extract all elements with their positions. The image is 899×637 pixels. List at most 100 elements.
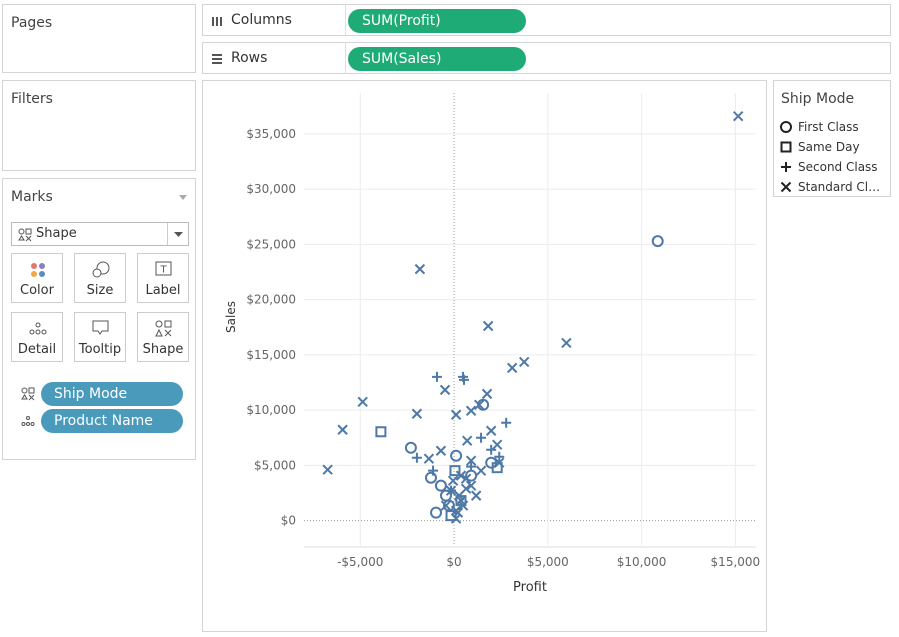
marks-menu[interactable] xyxy=(179,195,187,201)
point xyxy=(445,485,457,496)
size-button[interactable]: Size xyxy=(74,253,126,303)
legend-card: Ship Mode First Class Same Day Second Clas… xyxy=(773,80,891,197)
point xyxy=(481,388,493,400)
point xyxy=(431,371,442,382)
point xyxy=(457,500,469,511)
y-tick-label: $0 xyxy=(281,514,296,528)
legend-title: Ship Mode xyxy=(781,91,855,107)
y-tick-label: $20,000 xyxy=(246,293,296,307)
button-label: Tooltip xyxy=(78,342,122,357)
point xyxy=(411,408,423,419)
point xyxy=(482,320,494,332)
dropdown-arrow xyxy=(174,232,183,237)
detail-button[interactable]: Detail xyxy=(11,312,63,362)
x-tick-label: $5,000 xyxy=(527,555,569,569)
legend-icon xyxy=(780,141,792,153)
y-tick-label: $35,000 xyxy=(246,127,296,141)
legend-icon xyxy=(780,181,792,193)
mark-type-dropdown[interactable]: Shape xyxy=(11,222,189,246)
y-axis-title: Sales xyxy=(224,301,238,333)
rows-pill[interactable]: SUM(Sales) xyxy=(348,47,526,71)
columns-pill[interactable]: SUM(Profit) xyxy=(348,9,526,33)
point xyxy=(455,470,467,481)
point xyxy=(465,480,477,491)
button-label: Size xyxy=(86,283,114,298)
button-label: Shape xyxy=(142,342,184,357)
point xyxy=(322,464,333,475)
view-pane: Profit Sales $0 $5,000 $10,000 $15,000 $20,0… xyxy=(202,80,767,632)
ship-mode-pill[interactable]: Ship Mode xyxy=(41,382,183,406)
label-button[interactable]: T Label xyxy=(137,253,189,303)
point xyxy=(651,235,664,248)
x-axis-title: Profit xyxy=(513,580,547,595)
y-tick-label: $25,000 xyxy=(246,237,296,251)
y-tick-label: $10,000 xyxy=(246,403,296,417)
shape-button[interactable]: Shape xyxy=(137,312,189,362)
x-tick-label: $10,000 xyxy=(617,555,667,569)
button-label: Label xyxy=(145,283,181,298)
shape-icon xyxy=(21,387,35,401)
svg-text:T: T xyxy=(159,265,167,276)
point xyxy=(450,409,462,420)
pages-card: Pages xyxy=(2,4,196,73)
point xyxy=(439,384,451,396)
point xyxy=(435,445,447,456)
point xyxy=(450,513,462,524)
point xyxy=(452,507,464,518)
legend-label: Same Day xyxy=(798,140,860,154)
point xyxy=(501,417,512,428)
rows-icon xyxy=(212,54,222,64)
point xyxy=(465,405,477,416)
filters-card: Filters xyxy=(2,80,196,171)
legend-label: Second Class xyxy=(798,160,878,174)
point xyxy=(465,455,477,466)
point xyxy=(486,444,497,455)
point xyxy=(449,465,461,477)
pages-title: Pages xyxy=(11,15,53,31)
x-tick-label: $15,000 xyxy=(711,555,761,569)
x-tick-label: $0 xyxy=(446,555,461,569)
point xyxy=(781,162,791,172)
point xyxy=(561,337,572,349)
tooltip-button[interactable]: Tooltip xyxy=(74,312,126,362)
point xyxy=(440,500,452,511)
point xyxy=(506,362,518,374)
point xyxy=(780,121,792,133)
legend-label: First Class xyxy=(798,120,859,134)
rows-label: Rows xyxy=(231,50,268,66)
point xyxy=(458,374,469,385)
mark-type: Shape xyxy=(36,226,77,241)
columns-shelf[interactable]: Columns SUM(Profit) xyxy=(202,4,891,36)
point xyxy=(470,490,482,501)
point xyxy=(414,263,426,275)
color-button[interactable]: Color xyxy=(11,253,63,303)
legend-label: Standard Class xyxy=(798,180,886,194)
point xyxy=(428,465,439,476)
point xyxy=(476,432,487,443)
y-tick-label: $5,000 xyxy=(254,458,296,472)
product-name-pill[interactable]: Product Name xyxy=(41,409,183,433)
point xyxy=(473,399,485,411)
button-label: Color xyxy=(20,283,54,298)
legend-icon xyxy=(781,162,791,172)
point xyxy=(780,141,792,153)
point xyxy=(404,441,417,454)
button-label: Detail xyxy=(17,342,57,357)
rows-shelf[interactable]: Rows SUM(Sales) xyxy=(202,42,891,74)
columns-label: Columns xyxy=(231,12,292,28)
point xyxy=(424,471,437,484)
columns-icon xyxy=(212,17,222,26)
point xyxy=(466,461,477,472)
marks-title: Marks xyxy=(11,189,53,205)
shape-icon xyxy=(18,228,32,242)
point xyxy=(460,473,472,484)
detail-icon xyxy=(21,416,35,426)
point xyxy=(494,451,505,462)
point xyxy=(450,449,463,462)
point xyxy=(337,424,348,435)
point xyxy=(375,426,387,438)
point xyxy=(411,452,422,463)
point xyxy=(423,453,435,464)
point xyxy=(494,457,505,468)
